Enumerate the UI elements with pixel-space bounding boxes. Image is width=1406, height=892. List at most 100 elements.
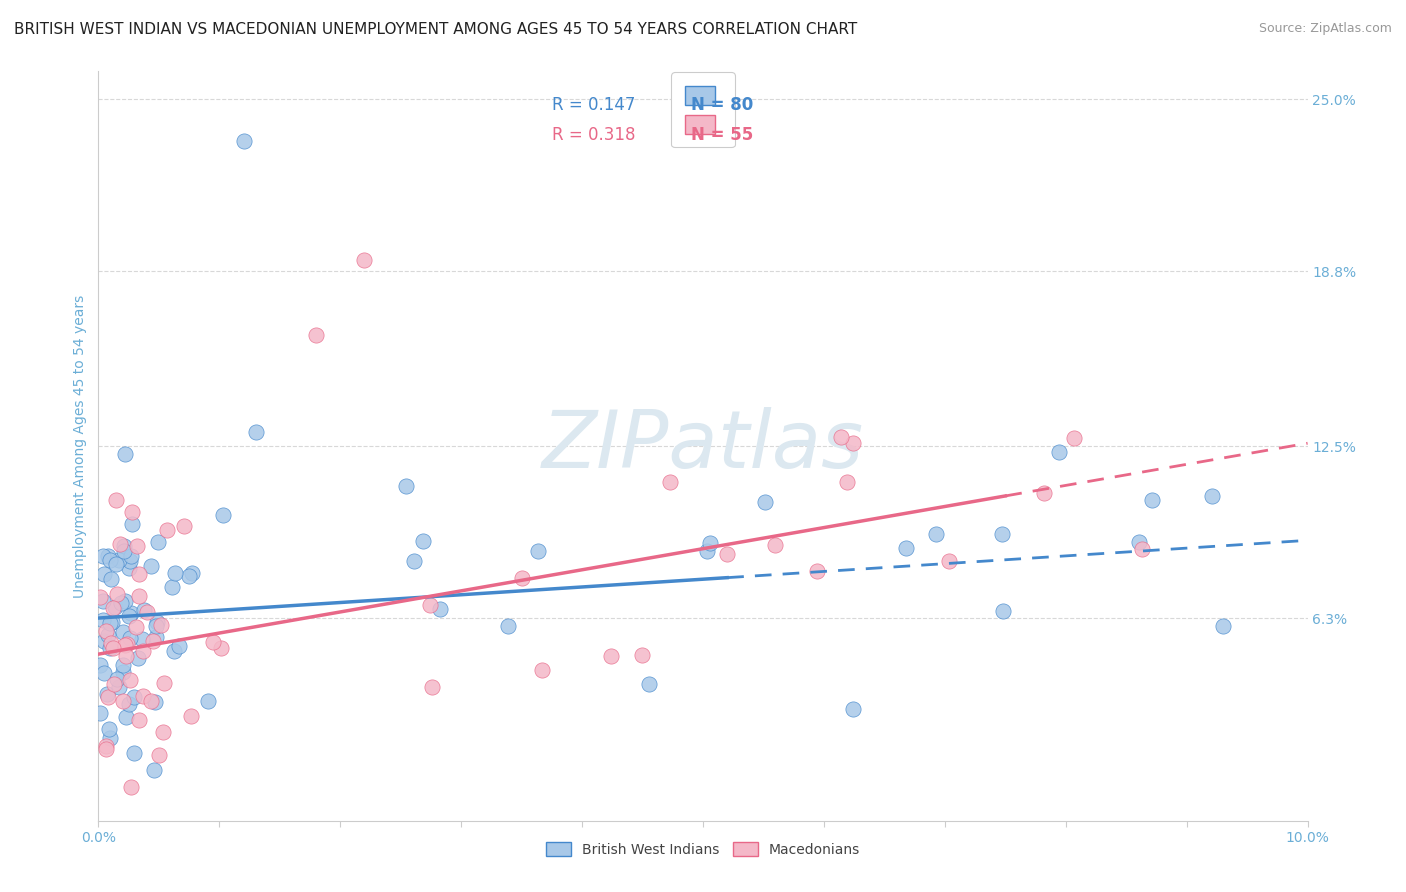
Point xyxy=(429,602,451,616)
Point xyxy=(142,763,165,777)
Point xyxy=(212,508,235,522)
Point xyxy=(111,694,134,708)
Point xyxy=(531,664,554,678)
Point xyxy=(112,665,135,680)
Point xyxy=(696,544,718,558)
Point xyxy=(120,780,142,795)
Point xyxy=(139,559,162,574)
Point xyxy=(117,698,139,712)
Point xyxy=(103,677,125,691)
Point xyxy=(122,690,145,705)
Text: Source: ZipAtlas.com: Source: ZipAtlas.com xyxy=(1258,22,1392,36)
Point xyxy=(754,495,776,509)
Point xyxy=(830,430,852,444)
Point xyxy=(1063,431,1085,445)
Point xyxy=(104,492,127,507)
Point xyxy=(991,526,1014,541)
Point xyxy=(114,594,136,608)
Point xyxy=(404,554,426,568)
Point xyxy=(763,538,786,552)
Point xyxy=(139,694,162,708)
Point xyxy=(1033,485,1056,500)
Point xyxy=(132,602,155,616)
Point xyxy=(149,618,172,632)
Point xyxy=(120,606,142,620)
Point xyxy=(121,516,143,531)
Point xyxy=(89,706,111,721)
Point xyxy=(143,695,166,709)
Point xyxy=(111,625,134,640)
Point xyxy=(112,544,135,558)
Point xyxy=(412,533,434,548)
Point xyxy=(152,725,174,739)
Point xyxy=(924,526,946,541)
Point xyxy=(938,554,960,568)
Point xyxy=(232,134,254,148)
Point xyxy=(180,566,202,581)
Point xyxy=(89,658,111,673)
Point xyxy=(120,632,142,646)
Point xyxy=(97,690,120,705)
Point xyxy=(98,553,121,567)
Point xyxy=(104,600,127,615)
Point xyxy=(1212,619,1234,633)
Point xyxy=(1130,542,1153,557)
Point xyxy=(114,447,136,461)
Point xyxy=(842,435,865,450)
Point xyxy=(94,741,117,756)
Point xyxy=(136,605,159,619)
Point xyxy=(121,505,143,519)
Point xyxy=(98,731,121,745)
Point xyxy=(841,702,863,716)
Point xyxy=(93,566,115,581)
Point xyxy=(100,572,122,586)
Point xyxy=(115,637,138,651)
Point xyxy=(716,547,738,561)
Point xyxy=(127,539,149,553)
Point xyxy=(97,722,120,736)
Point xyxy=(94,624,117,638)
Point xyxy=(145,619,167,633)
Point xyxy=(145,615,167,629)
Point xyxy=(118,554,141,568)
Point xyxy=(100,636,122,650)
Point xyxy=(142,633,165,648)
Point xyxy=(128,566,150,581)
Point xyxy=(806,564,828,578)
Point xyxy=(120,549,142,564)
Point xyxy=(146,534,169,549)
Y-axis label: Unemployment Among Ages 45 to 54 years: Unemployment Among Ages 45 to 54 years xyxy=(73,294,87,598)
Text: R = 0.147: R = 0.147 xyxy=(551,96,636,114)
Point xyxy=(132,689,155,703)
Point xyxy=(105,557,128,571)
Point xyxy=(699,535,721,549)
Point xyxy=(101,615,124,630)
Point xyxy=(173,519,195,533)
Point xyxy=(419,598,441,612)
Point xyxy=(991,604,1014,618)
Point xyxy=(128,589,150,603)
Point xyxy=(395,479,418,493)
Point xyxy=(131,632,153,647)
Point xyxy=(108,537,131,551)
Point xyxy=(305,328,328,343)
Point xyxy=(201,635,224,649)
Point xyxy=(115,710,138,724)
Point xyxy=(169,640,191,654)
Point xyxy=(245,425,267,439)
Point xyxy=(163,566,186,580)
Point xyxy=(1140,493,1163,508)
Point xyxy=(197,693,219,707)
Point xyxy=(118,561,141,575)
Point xyxy=(114,638,136,652)
Point xyxy=(1201,489,1223,503)
Point xyxy=(510,571,533,585)
Point xyxy=(105,587,128,601)
Text: N = 80: N = 80 xyxy=(690,96,754,114)
Point xyxy=(630,648,652,662)
Point xyxy=(96,687,118,701)
Point xyxy=(156,523,179,537)
Point xyxy=(1128,535,1150,549)
Point xyxy=(96,739,118,753)
Point xyxy=(98,616,121,631)
